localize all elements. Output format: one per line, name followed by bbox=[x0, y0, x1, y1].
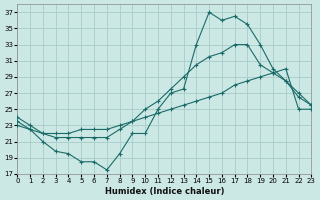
X-axis label: Humidex (Indice chaleur): Humidex (Indice chaleur) bbox=[105, 187, 224, 196]
